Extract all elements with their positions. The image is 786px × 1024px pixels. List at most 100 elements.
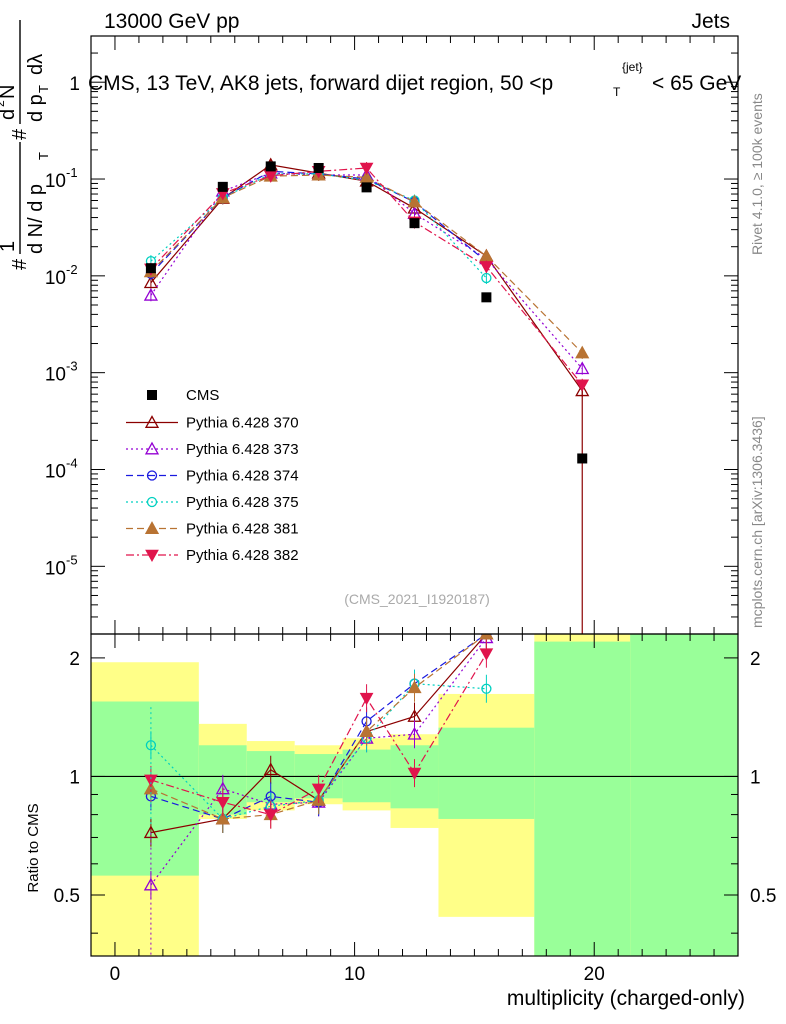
- legend-label: Pythia 6.428 373: [186, 441, 299, 458]
- ratio-band-green: [91, 701, 199, 876]
- x-tick-label: 20: [584, 964, 605, 985]
- legend-entry: Pythia 6.428 370: [126, 415, 299, 432]
- legend-marker: [146, 496, 158, 508]
- legend-entry: Pythia 6.428 382: [126, 547, 299, 564]
- x-tick-label: 10: [344, 964, 365, 985]
- legend-entry: Pythia 6.428 381: [126, 521, 299, 538]
- svg-text:2: 2: [0, 100, 7, 107]
- analysis-category: Jets: [691, 10, 730, 33]
- series-point: [143, 275, 159, 289]
- ratio-point: [407, 726, 422, 740]
- legend-marker: [145, 549, 159, 563]
- ratio-point: [407, 680, 422, 694]
- legend-entry-cms: CMS: [147, 387, 219, 404]
- ratio-point: [263, 762, 278, 776]
- legend-marker: [144, 521, 160, 534]
- y-tick-label-exponent: -1: [66, 165, 78, 180]
- series-point: [575, 361, 590, 375]
- y-tick-label-exponent: -3: [66, 359, 78, 374]
- ratio-y-tick-label: 2: [69, 649, 80, 670]
- series-point: [407, 194, 422, 208]
- y-tick-label: 10: [45, 365, 66, 386]
- x-axis-label: multiplicity (charged-only): [507, 987, 745, 1010]
- svg-text:d: d: [0, 109, 19, 120]
- beam-label: 13000 GeV pp: [104, 10, 239, 33]
- main-y-axis-label: # 1 d N/ d p T # d 2 N d p T dλ: [0, 20, 51, 270]
- y-tick-label: 10: [45, 171, 66, 192]
- series-line: [150, 173, 487, 279]
- y-tick-label-exponent: -2: [66, 262, 78, 277]
- ratio-y-tick-label: 0.5: [54, 886, 80, 907]
- svg-text:dλ: dλ: [25, 54, 47, 75]
- legend-entry: Pythia 6.428 374: [126, 468, 299, 485]
- ratio-point: [359, 724, 374, 738]
- ylabel-one: 1: [0, 241, 19, 252]
- y-tick-label: 1: [69, 74, 80, 95]
- legend-marker: [147, 390, 157, 400]
- svg-text:T: T: [36, 152, 51, 160]
- legend-label: Pythia 6.428 374: [186, 468, 299, 485]
- svg-text:N: N: [0, 85, 19, 99]
- ratio-y-tick-label-right: 0.5: [750, 886, 776, 907]
- mcplots-label: mcplots.cern.ch [arXiv:1306.3436]: [749, 416, 765, 628]
- series-pythia-6-428-370: [143, 157, 590, 397]
- series-pythia-6-428-382: [144, 161, 590, 392]
- main-series-layer: [143, 157, 590, 634]
- title-superscript: {jet}: [622, 60, 643, 74]
- series-line: [150, 164, 583, 392]
- ratio-series-6: [144, 639, 494, 829]
- y-tick-label: 10: [45, 268, 66, 289]
- series-pythia-6-428-375: [145, 167, 492, 285]
- ratio-point: [407, 767, 422, 781]
- legend-label: Pythia 6.428 375: [186, 494, 299, 511]
- legend-marker: [144, 415, 160, 428]
- series-line: [150, 174, 583, 354]
- title-main: CMS, 13 TeV, AK8 jets, forward dijet reg…: [88, 72, 553, 95]
- ratio-point: [143, 877, 159, 891]
- data-point: [481, 292, 492, 303]
- legend-label: Pythia 6.428 382: [186, 547, 299, 564]
- series-point: [359, 170, 374, 183]
- series-cms-data: [145, 161, 588, 464]
- rivet-label: Rivet 4.1.0, ≥ 100k events: [749, 93, 765, 255]
- series-point: [479, 248, 494, 262]
- legend-label: CMS: [186, 387, 219, 404]
- ratio-point: [215, 796, 230, 810]
- legend-marker: [144, 441, 160, 455]
- series-pythia-6-428-381: [143, 167, 590, 359]
- data-point: [409, 218, 420, 229]
- ratio-y-axis-label: Ratio to CMS: [25, 803, 42, 892]
- y-tick-label-exponent: -5: [66, 552, 78, 567]
- ratio-point: [311, 783, 326, 796]
- ratio-band-green: [534, 641, 631, 956]
- data-point: [145, 263, 156, 274]
- series-point: [143, 287, 159, 301]
- ratio-point: [143, 825, 159, 839]
- ratio-point: [481, 683, 492, 694]
- plot-title: CMS, 13 TeV, AK8 jets, forward dijet reg…: [88, 60, 741, 99]
- analysis-watermark: (CMS_2021_I1920187): [344, 591, 490, 607]
- ratio-y-tick-label: 1: [69, 767, 80, 788]
- series-point: [479, 261, 494, 274]
- ratio-band-green: [438, 727, 535, 819]
- ratio-point: [479, 634, 494, 640]
- y-tick-label: 10: [45, 461, 66, 482]
- data-point: [265, 161, 276, 172]
- ratio-series-layer: [91, 634, 738, 956]
- legend-entry: Pythia 6.428 375: [126, 494, 299, 511]
- series-point: [359, 162, 374, 176]
- y-tick-label: 10: [45, 558, 66, 579]
- ratio-band-green: [630, 634, 738, 956]
- data-point: [577, 453, 588, 464]
- ratio-point: [359, 692, 374, 706]
- title-tail: < 65 GeV: [652, 72, 741, 95]
- title-subscript: T: [613, 85, 621, 99]
- ratio-point: [263, 809, 278, 822]
- ratio-point: [215, 811, 230, 825]
- series-line: [150, 167, 583, 386]
- legend-entry: Pythia 6.428 373: [126, 441, 299, 458]
- series-point: [575, 379, 590, 392]
- data-point: [313, 162, 324, 173]
